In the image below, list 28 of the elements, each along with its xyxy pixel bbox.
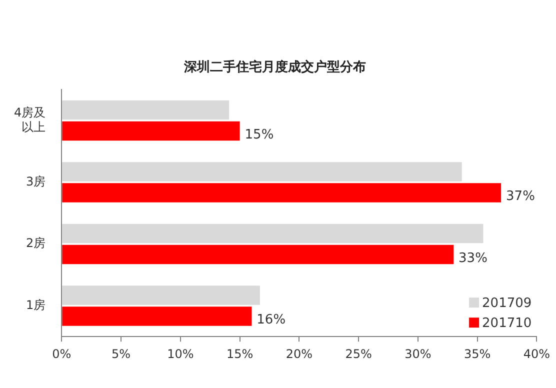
y-tick-label: 3房 bbox=[26, 174, 46, 188]
bar bbox=[62, 244, 454, 264]
x-tick-label: 25% bbox=[345, 346, 372, 361]
x-tick-label: 15% bbox=[226, 346, 254, 361]
chart-title: 深圳二手住宅月度成交户型分布 bbox=[183, 59, 366, 76]
y-tick-label: 2房 bbox=[26, 236, 46, 250]
bar bbox=[62, 183, 502, 202]
x-tick-label: 10% bbox=[167, 346, 194, 361]
y-tick-label: 1房 bbox=[26, 298, 46, 312]
x-tick-label: 30% bbox=[404, 346, 432, 361]
data-label: 16% bbox=[256, 312, 286, 328]
bar bbox=[62, 306, 252, 326]
legend-label: 201709 bbox=[482, 296, 532, 311]
bar bbox=[62, 100, 230, 120]
data-label: 33% bbox=[458, 250, 488, 266]
x-tick-label: 0% bbox=[52, 346, 72, 361]
legend-label: 201710 bbox=[482, 316, 532, 331]
x-tick-label: 20% bbox=[286, 346, 312, 361]
bar bbox=[62, 162, 462, 182]
x-tick-label: 35% bbox=[464, 346, 491, 361]
bar bbox=[62, 224, 484, 244]
data-label: 37% bbox=[506, 189, 535, 204]
bar bbox=[62, 286, 260, 305]
bar bbox=[62, 121, 240, 141]
x-tick-label: 40% bbox=[523, 346, 550, 361]
x-tick-label: 5% bbox=[111, 346, 131, 361]
data-label: 15% bbox=[244, 127, 274, 142]
y-tick-label: 4房及以上 bbox=[14, 105, 46, 134]
